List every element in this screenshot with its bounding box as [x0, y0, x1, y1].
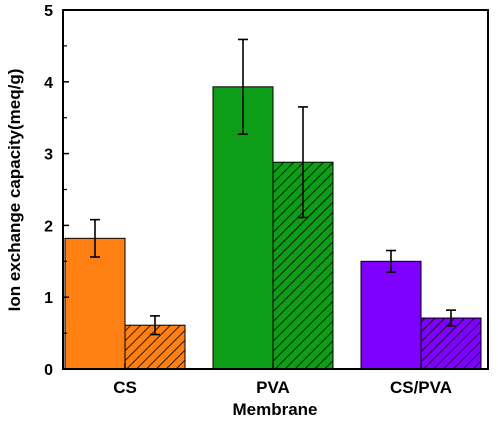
x-tick-label: CS/PVA — [390, 378, 452, 397]
y-axis: 0 1 2 3 4 5 — [44, 3, 69, 379]
y-tick-label: 2 — [44, 218, 53, 235]
error-bar-cs-hatched — [150, 315, 160, 336]
error-bar-cs-pva-solid — [386, 249, 396, 273]
x-axis-label: Membrane — [232, 400, 317, 419]
bar-cs-pva-hatched — [420, 317, 482, 370]
error-bar-pva-solid — [238, 38, 248, 136]
x-tick-label: PVA — [256, 378, 290, 397]
error-bar-cs-solid — [90, 218, 100, 258]
bars-layer — [64, 86, 482, 370]
error-bar-pva-hatched — [298, 106, 308, 219]
y-tick-label: 0 — [44, 362, 53, 379]
x-tick-label: CS — [113, 378, 137, 397]
bar-cs-solid — [64, 237, 126, 370]
x-axis: CS PVA CS/PVA — [113, 363, 452, 397]
bar-cs-pva-solid — [360, 260, 422, 370]
y-tick-label: 3 — [44, 147, 53, 164]
y-tick-label: 1 — [44, 290, 53, 307]
error-bars-layer — [90, 38, 456, 336]
y-tick-label: 4 — [44, 75, 53, 92]
y-axis-label: Ion exchange capacity(meq/g) — [5, 69, 24, 312]
y-tick-label: 5 — [44, 3, 53, 20]
error-bar-cs-pva-hatched — [446, 309, 456, 327]
